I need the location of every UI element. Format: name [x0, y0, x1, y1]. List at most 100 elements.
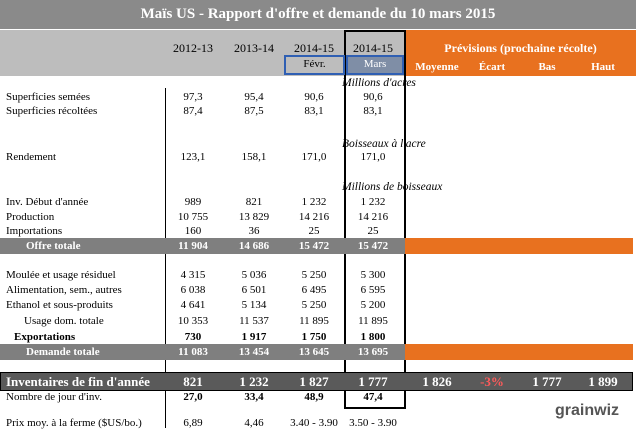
cell: 11 904: [178, 240, 208, 252]
cell: 4,46: [244, 417, 264, 429]
mars-box: [346, 55, 404, 75]
cell: 5 250: [301, 299, 327, 311]
cell: 14 686: [238, 240, 270, 252]
cell: 1 800: [360, 331, 386, 343]
cell: 13 695: [357, 346, 389, 358]
cell: 10 755: [177, 211, 209, 223]
row-label: Inv. Début d'année: [6, 196, 89, 208]
cell: 171,0: [301, 151, 327, 163]
cell: 3.50 - 3.90: [349, 417, 397, 429]
row-label: Superficies récoltées: [6, 105, 98, 117]
mars-column-box: [344, 30, 406, 409]
total-bar-orange: [405, 238, 633, 254]
cell: 33,4: [244, 391, 264, 403]
cell: 158,1: [241, 151, 267, 163]
total-bar: [0, 238, 405, 254]
cell: 1 777: [358, 374, 388, 389]
cell: 6 495: [301, 284, 327, 296]
cell: 1 232: [301, 196, 327, 208]
forecast-column: Écart: [478, 61, 506, 73]
row-label: Importations: [6, 225, 63, 237]
row-label: Demande totale: [26, 346, 100, 358]
cell: 1 232: [239, 374, 269, 389]
cell: 5 134: [241, 299, 267, 311]
cell: 27,0: [183, 391, 203, 403]
cell: 87,5: [244, 105, 264, 117]
forecast-column: Bas: [538, 61, 556, 73]
forecast-cell: -3%: [480, 374, 504, 389]
cell: 5 036: [241, 269, 267, 281]
forecast-band: [405, 30, 636, 76]
logo: grainwiz: [555, 402, 620, 419]
row-label: Prix moy. à la ferme ($US/bo.): [6, 417, 142, 429]
forecast-column: Haut: [591, 61, 615, 73]
separator: [165, 88, 166, 428]
fevr-box: [284, 55, 345, 75]
subcolumn: Févr.: [303, 58, 326, 70]
subcolumn: Mars: [363, 58, 387, 70]
unit: Boisseaux à l'acre: [342, 138, 426, 150]
cell: 123,1: [180, 151, 206, 163]
cell: 87,4: [183, 105, 203, 117]
cell: 97,3: [183, 91, 203, 103]
title: Maïs US - Rapport d'offre et demande du …: [140, 6, 496, 22]
cell: 14 216: [298, 211, 330, 223]
header-band: [0, 30, 405, 76]
cell: 83,1: [304, 105, 324, 117]
unit: Millions d'acres: [342, 77, 416, 89]
row-label: Moulée et usage résiduel: [6, 269, 116, 281]
cell: 5 300: [360, 269, 386, 281]
forecast-cell: 1 899: [588, 374, 618, 389]
forecast-title: Prévisions (prochaine récolte): [444, 41, 597, 55]
cell: 13 454: [238, 346, 270, 358]
cell: 989: [184, 196, 202, 208]
cell: 730: [184, 331, 202, 343]
row-label: Ethanol et sous-produits: [6, 299, 113, 311]
total-bar-orange: [405, 344, 633, 360]
cell: 47,4: [363, 391, 383, 403]
inventory-bar: [0, 372, 633, 391]
cell: 11 895: [299, 315, 329, 327]
row-label: Usage dom. totale: [24, 315, 104, 327]
column-header: 2014-15: [294, 41, 334, 55]
row-label: Rendement: [6, 151, 57, 163]
cell: 13 829: [238, 211, 270, 223]
cell: 25: [308, 225, 320, 237]
unit: Millions de boisseaux: [342, 181, 443, 193]
cell: 1 232: [360, 196, 386, 208]
cell: 48,9: [304, 391, 324, 403]
cell: 83,1: [363, 105, 383, 117]
row-label: Production: [6, 211, 55, 223]
cell: 160: [184, 225, 202, 237]
column-header: 2012-13: [173, 41, 213, 55]
forecast-cell: 1 777: [532, 374, 562, 389]
cell: 821: [245, 196, 263, 208]
cell: 14 216: [357, 211, 389, 223]
cell: 1 827: [299, 374, 329, 389]
cell: 1 917: [241, 331, 267, 343]
cell: 11 083: [178, 346, 208, 358]
total-bar: [0, 344, 405, 360]
cell: 821: [183, 374, 203, 389]
forecast-cell: 1 826: [422, 374, 452, 389]
cell: 10 353: [177, 315, 209, 327]
cell: 3.40 - 3.90: [290, 417, 338, 429]
cell: 6 595: [360, 284, 386, 296]
column-header: 2013-14: [234, 41, 274, 55]
cell: 90,6: [304, 91, 324, 103]
row-label: Alimentation, sem., autres: [6, 284, 122, 296]
cell: 6 038: [180, 284, 206, 296]
cell: 95,4: [244, 91, 264, 103]
row-label: Inventaires de fin d'année: [6, 374, 150, 389]
cell: 11 537: [239, 315, 269, 327]
row-label: Offre totale: [26, 240, 81, 252]
column-header: 2014-15: [353, 41, 393, 55]
row-label: Exportations: [14, 331, 76, 343]
title-bar: [0, 0, 636, 29]
cell: 13 645: [298, 346, 330, 358]
cell: 4 641: [180, 299, 206, 311]
cell: 25: [367, 225, 379, 237]
cell: 36: [248, 225, 260, 237]
cell: 90,6: [363, 91, 383, 103]
